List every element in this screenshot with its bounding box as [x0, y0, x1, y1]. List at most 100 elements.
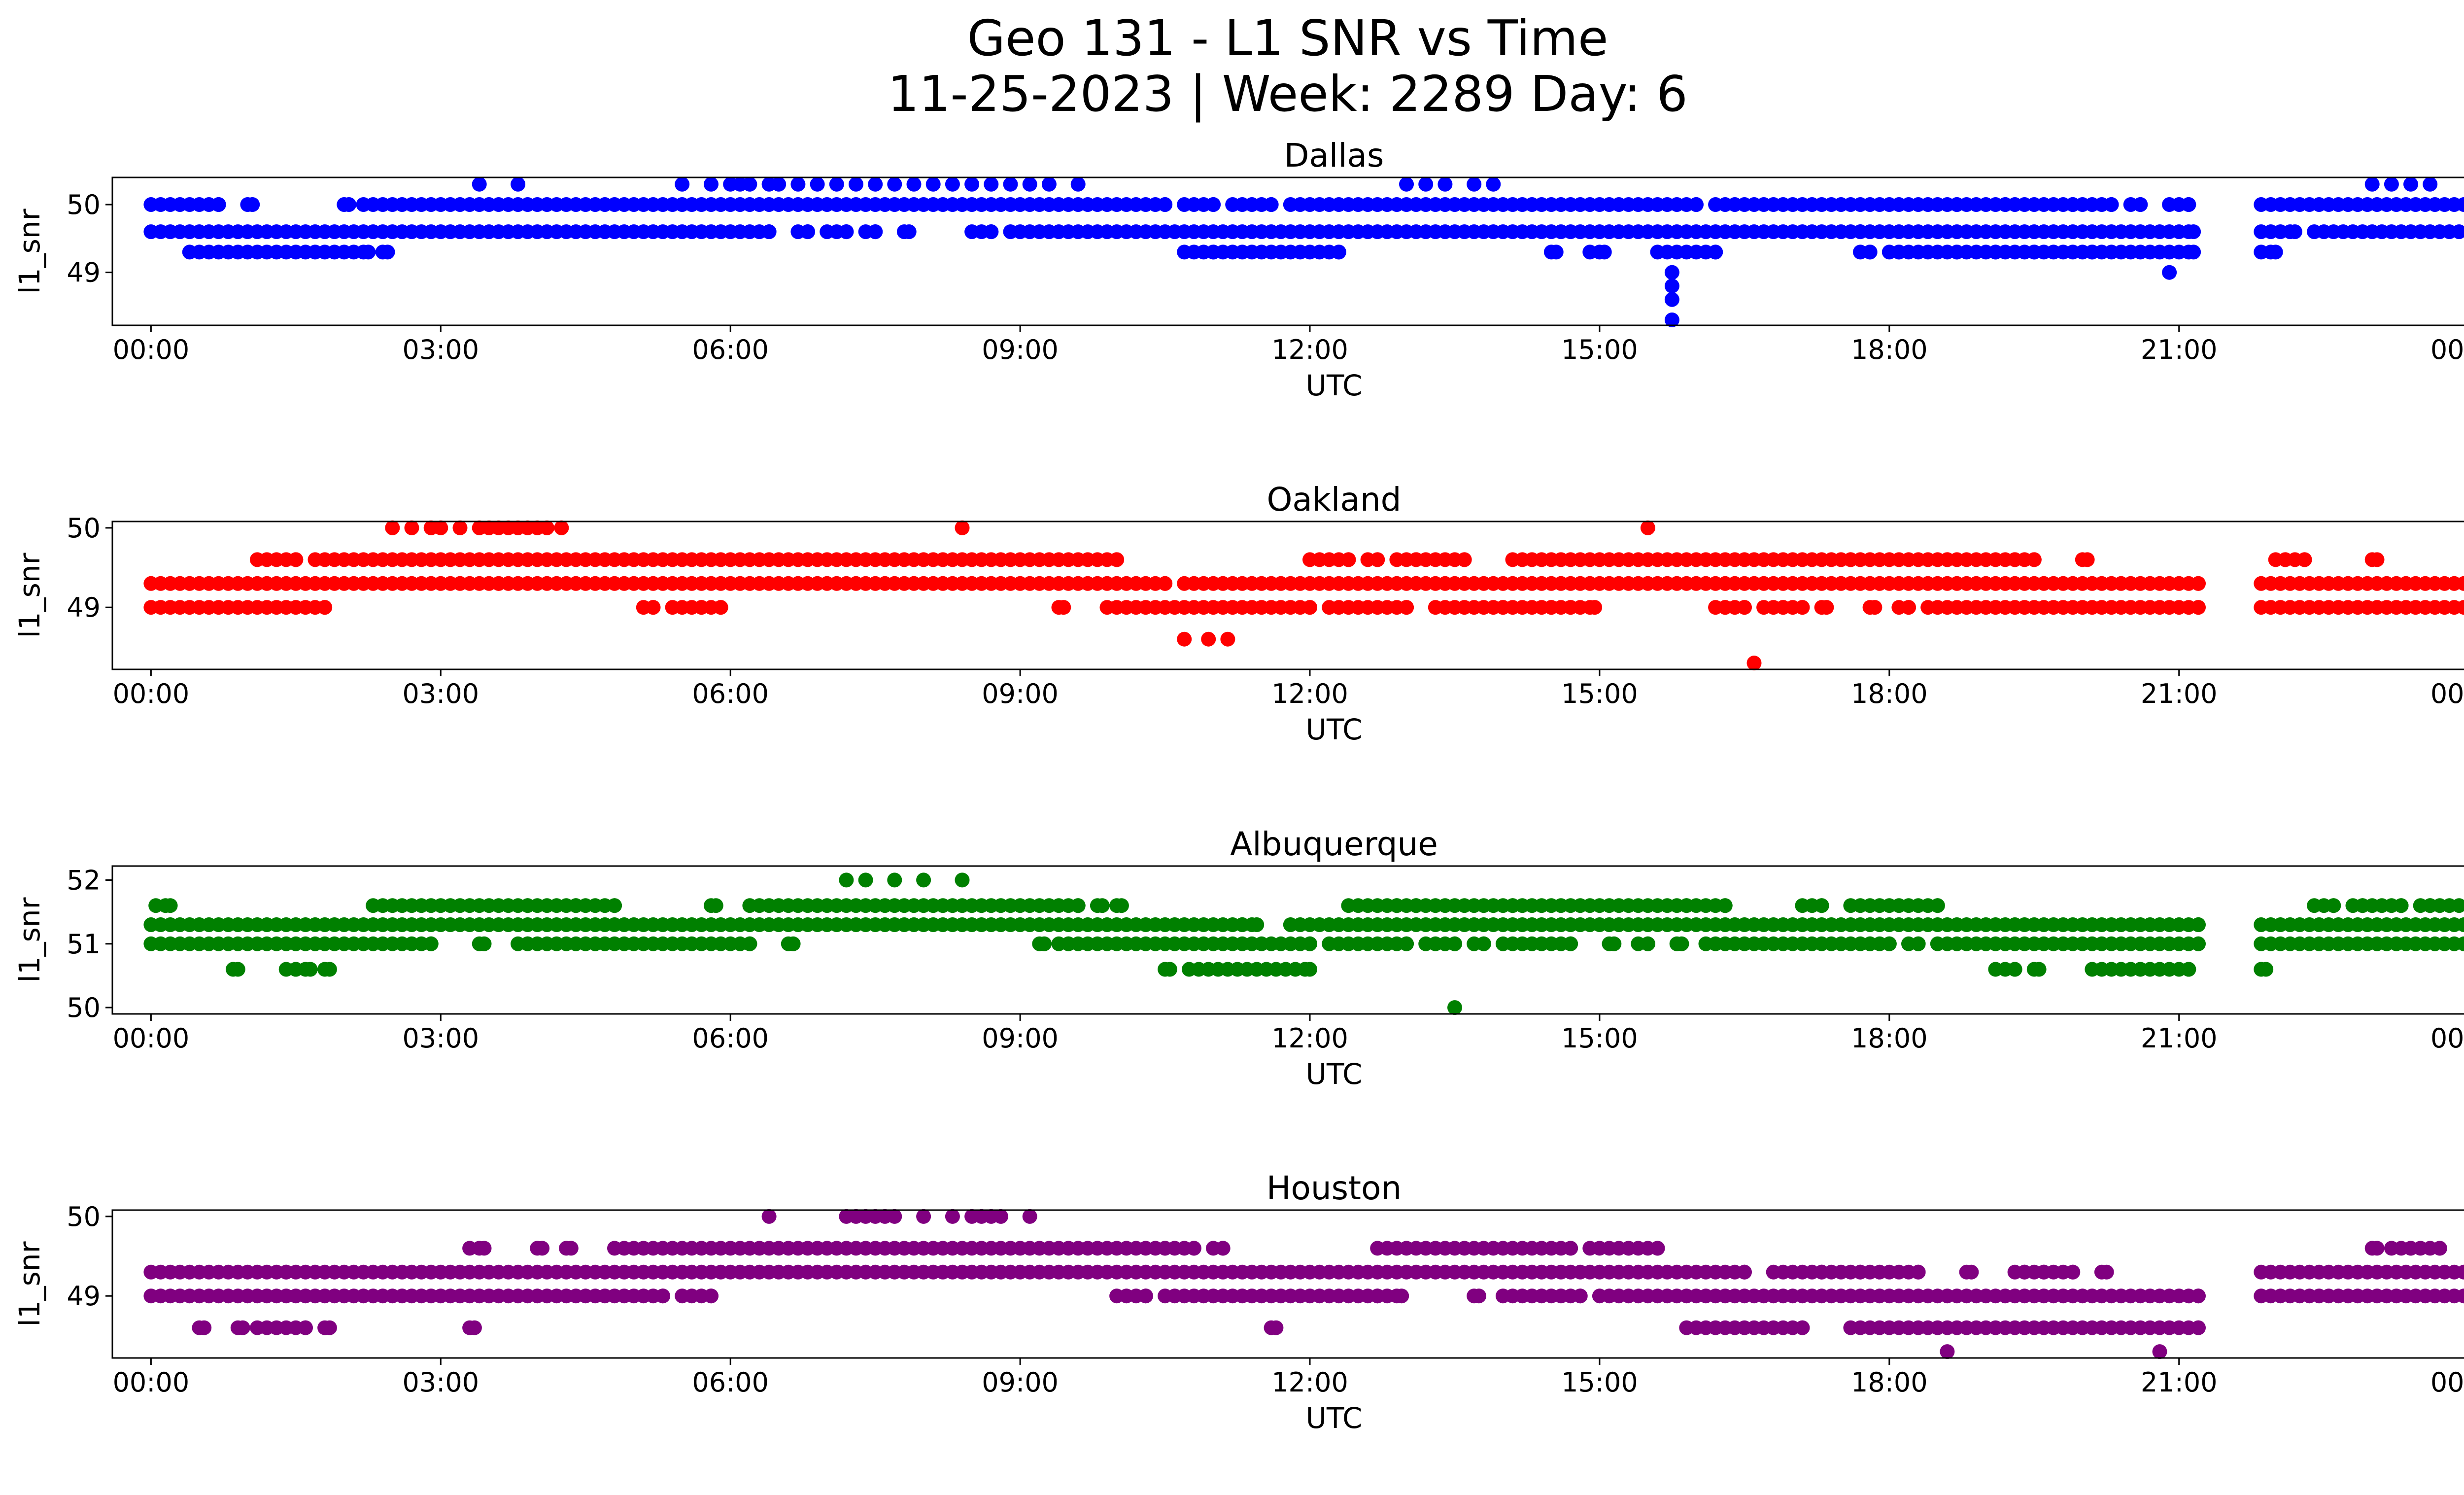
data-point — [2104, 197, 2119, 212]
data-point — [901, 224, 917, 240]
x-tick-label: 21:00 — [2141, 678, 2218, 709]
data-point — [1447, 936, 1462, 951]
y-tick-label: 49 — [67, 257, 101, 288]
x-tick-label: 21:00 — [2141, 1367, 2218, 1398]
data-point — [2461, 919, 2464, 931]
data-point — [1003, 176, 1018, 192]
data-point — [1037, 936, 1052, 951]
data-point — [1867, 600, 1882, 615]
data-point — [1447, 1000, 1462, 1015]
data-point — [1664, 278, 1679, 294]
data-point — [1158, 197, 1173, 212]
data-point — [1882, 936, 1897, 951]
data-point — [288, 552, 304, 567]
data-point — [1457, 552, 1472, 567]
data-point — [404, 520, 419, 535]
data-point — [163, 898, 178, 913]
data-point — [2190, 917, 2206, 932]
data-point — [452, 520, 468, 535]
data-points — [143, 176, 2464, 327]
y-axis-label: l1_snr — [13, 897, 46, 982]
data-point — [708, 898, 723, 913]
data-point — [916, 1209, 931, 1224]
x-tick-label: 03:00 — [402, 678, 479, 709]
data-point — [887, 1209, 902, 1224]
data-point — [2432, 1241, 2447, 1256]
data-point — [1114, 898, 1129, 913]
data-point — [2326, 898, 2341, 913]
data-point — [477, 936, 492, 951]
data-point — [945, 176, 960, 192]
data-point — [1394, 1288, 1409, 1304]
data-point — [704, 1288, 719, 1304]
data-point — [1041, 176, 1057, 192]
data-point — [2186, 224, 2201, 240]
subplot-title: Houston — [1266, 1169, 1402, 1207]
data-point — [1664, 265, 1679, 280]
data-point — [2461, 199, 2464, 210]
data-point — [2369, 1241, 2385, 1256]
data-point — [2031, 962, 2047, 977]
data-point — [790, 176, 806, 192]
x-tick-label: 06:00 — [692, 678, 769, 709]
data-point — [2026, 552, 2042, 567]
data-point — [1795, 1320, 1810, 1335]
x-tick-label: 09:00 — [982, 334, 1059, 365]
data-point — [1201, 631, 1216, 647]
data-point — [385, 520, 400, 535]
data-point — [1095, 898, 1110, 913]
data-point — [2452, 224, 2464, 240]
data-point — [1587, 600, 1603, 615]
data-point — [1940, 1344, 1955, 1359]
data-point — [535, 1241, 550, 1256]
data-point — [2190, 576, 2206, 591]
data-point — [2007, 962, 2022, 977]
data-point — [761, 224, 777, 240]
data-point — [230, 962, 245, 977]
data-point — [742, 176, 757, 192]
data-point — [906, 176, 922, 192]
data-point — [511, 176, 526, 192]
data-point — [1056, 600, 1071, 615]
data-point — [2384, 176, 2399, 192]
data-point — [1737, 1264, 1752, 1280]
data-point — [423, 936, 439, 951]
data-point — [925, 176, 941, 192]
data-point — [2456, 917, 2464, 932]
x-tick-label: 09:00 — [982, 1023, 1059, 1054]
data-point — [742, 936, 757, 951]
data-point — [2461, 938, 2464, 950]
x-tick-label: 21:00 — [2141, 334, 2218, 365]
data-point — [2133, 197, 2148, 212]
data-points — [143, 872, 2464, 1015]
data-point — [554, 520, 569, 535]
x-tick-label: 21:00 — [2141, 1023, 2218, 1054]
data-point — [771, 176, 787, 192]
data-point — [2456, 576, 2464, 591]
data-point — [849, 176, 863, 192]
y-tick-label: 51 — [67, 929, 101, 960]
data-point — [2461, 601, 2464, 613]
data-point — [868, 176, 883, 192]
x-tick-label: 00:00 — [2430, 334, 2464, 365]
data-point — [1186, 1241, 1201, 1256]
data-point — [2456, 600, 2464, 615]
subplot-oakland: Oakland 00:00 03:00 06:00 09:00 12:00 15:00 18:… — [13, 481, 2464, 746]
x-tick-label: 15:00 — [1561, 1023, 1638, 1054]
y-tick-label: 50 — [67, 992, 101, 1023]
data-point — [955, 872, 970, 888]
data-point — [1911, 1264, 1926, 1280]
data-point — [1370, 552, 1385, 567]
axes-frame — [111, 176, 2464, 326]
data-point — [472, 176, 487, 192]
data-point — [539, 520, 554, 535]
data-point — [1964, 1264, 1979, 1280]
data-point — [887, 872, 902, 888]
data-point — [1708, 244, 1723, 260]
data-points — [143, 520, 2464, 671]
data-point — [1302, 962, 1317, 977]
data-point — [1418, 176, 1434, 192]
data-point — [1911, 936, 1926, 951]
x-axis-label: UTC — [1306, 369, 1363, 402]
subplot-dallas: Dallas 00:00 03:00 06:00 09:00 12:00 15:00 18:0… — [13, 137, 2464, 402]
